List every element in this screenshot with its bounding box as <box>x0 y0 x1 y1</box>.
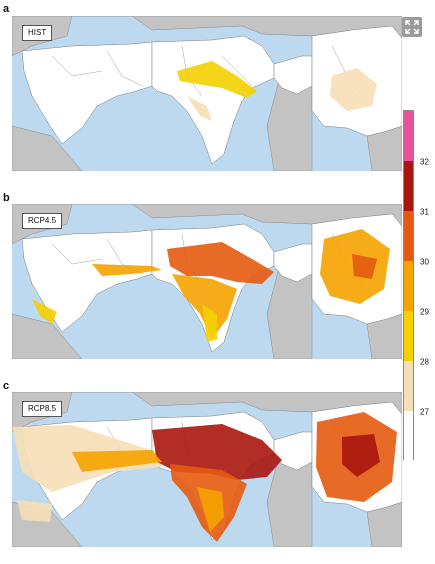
legend-swatch <box>404 211 413 261</box>
legend-tick-28: 28 <box>420 357 429 367</box>
heat-region <box>197 487 224 532</box>
heat-region <box>202 304 217 342</box>
heat-region <box>167 242 274 284</box>
heat-region <box>330 68 377 111</box>
map-rcp45 <box>12 204 402 359</box>
land-study-region <box>21 41 153 145</box>
map-hist <box>12 16 402 171</box>
land-outside <box>12 313 83 359</box>
heat-region <box>72 450 162 472</box>
land-outside <box>12 125 83 171</box>
land-outside <box>12 204 402 227</box>
legend-swatch <box>404 311 413 361</box>
land-study-region <box>273 243 313 283</box>
panel-letter-b: b <box>3 192 10 204</box>
expand-icon <box>405 20 419 34</box>
panel-letter-c: c <box>3 380 10 392</box>
land-study-region <box>21 229 153 333</box>
heat-region <box>342 434 380 477</box>
legend-colorbar <box>403 110 414 461</box>
land-outside <box>12 16 402 39</box>
country-border <box>106 50 143 87</box>
heat-region <box>187 96 212 121</box>
country-border <box>51 55 103 77</box>
map-rcp85 <box>12 392 402 547</box>
map-panel-hist: HIST <box>12 16 402 171</box>
land-study-region <box>273 55 313 95</box>
legend-tick-29: 29 <box>420 307 429 317</box>
scenario-label-rcp85: RCP8.5 <box>22 401 63 417</box>
legend-tick-32: 32 <box>420 157 429 167</box>
heat-region <box>17 500 52 522</box>
heat-region <box>32 299 57 324</box>
land-study-region <box>151 35 275 165</box>
heat-region <box>92 264 162 276</box>
country-border <box>221 55 253 87</box>
legend-tick-31: 31 <box>420 207 429 217</box>
legend-tick-27: 27 <box>420 407 429 417</box>
panel-letter-a: a <box>3 3 10 15</box>
legend-swatch <box>404 361 413 411</box>
legend-swatch <box>404 261 413 311</box>
map-panel-rcp85: RCP8.5 <box>12 392 402 547</box>
heat-region <box>352 254 377 279</box>
scenario-label-hist: HIST <box>22 25 53 41</box>
land-outside <box>12 392 402 415</box>
legend-tick-30: 30 <box>420 257 429 267</box>
legend-swatch <box>404 111 413 161</box>
legend-swatch <box>404 411 413 461</box>
country-border <box>51 243 103 265</box>
map-panel-rcp45: RCP4.5 <box>12 204 402 359</box>
heat-region <box>177 61 257 98</box>
legend-swatch <box>404 161 413 211</box>
expand-button[interactable] <box>402 17 422 37</box>
scenario-label-rcp45: RCP4.5 <box>22 213 63 229</box>
